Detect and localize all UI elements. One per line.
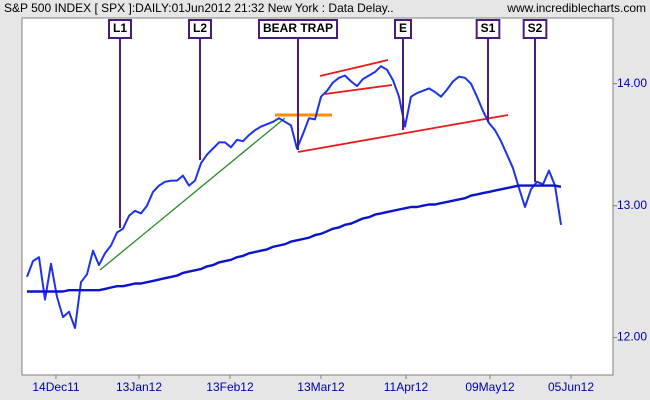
trend-line [297,114,509,153]
annotation-label: E [399,21,407,35]
x-tick-label: 14Dec11 [32,380,79,394]
series-line [26,65,562,329]
annotation-box [257,19,339,39]
annotation-label: S2 [528,21,543,35]
annotation-box [475,19,501,39]
x-tick-label: 13Mar12 [297,380,345,394]
y-tick-label: 13.00 [617,198,647,212]
trend-line [324,84,393,95]
annotation-label: L1 [113,21,127,35]
annotation-label: BEAR TRAP [263,21,333,35]
annotation-box [187,19,213,39]
y-tick-label: 12.00 [617,330,647,344]
source: www.incrediblecharts.com [506,1,646,15]
trend-lines [99,59,509,271]
annotation-box [522,19,548,39]
annotation-box [393,19,413,39]
plot-area [21,17,614,376]
annotation-label: L2 [193,21,207,35]
x-tick-label: 13Feb12 [206,380,254,394]
trend-line [99,117,286,271]
series-line [27,184,562,293]
annotation-label: S1 [481,21,496,35]
annotation-box [107,19,133,39]
x-tick-label: 05Jun12 [548,380,594,394]
chart-title: S&P 500 INDEX [ SPX ]:DAILY:01Jun2012 21… [4,1,394,15]
x-tick-label: 13Jan12 [116,380,162,394]
y-tick-label: 14.00 [617,76,647,90]
x-tick-label: 11Apr12 [384,380,429,394]
trend-line [319,59,389,77]
x-tick-label: 09May12 [465,380,515,394]
